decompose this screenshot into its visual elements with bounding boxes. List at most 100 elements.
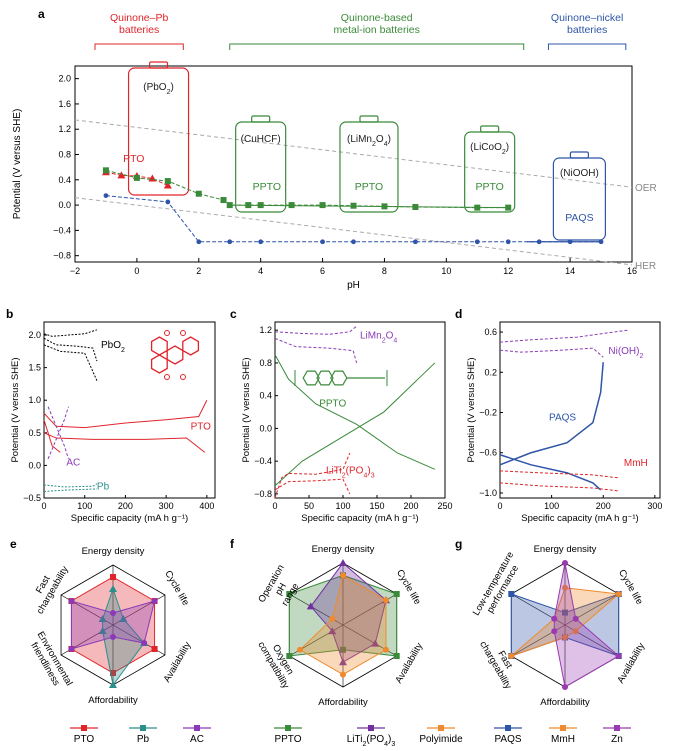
x-axis-label: pH — [347, 280, 360, 291]
axes-frame — [74, 65, 633, 263]
y-tick-label: −0.8 — [254, 489, 272, 499]
y-tick-label: −0.4 — [254, 456, 272, 466]
y-tick-label: −0.6 — [479, 448, 497, 458]
radar-point — [110, 574, 116, 580]
battery-cap — [359, 115, 379, 123]
legend-marker — [194, 725, 200, 731]
x-tick-label: 0 — [272, 501, 277, 511]
x-tick-label: 10 — [441, 266, 451, 276]
radar-axis-label: Availability — [162, 640, 194, 684]
radar-point — [615, 653, 622, 659]
legend-marker — [505, 725, 511, 731]
radar-point — [151, 646, 158, 652]
legend-marker — [140, 725, 146, 731]
radar-point — [572, 628, 579, 635]
x-tick-label: 0 — [134, 266, 139, 276]
curve — [499, 454, 602, 491]
group-bracket — [94, 43, 184, 50]
reference-label: HER — [635, 261, 656, 272]
curve — [499, 470, 619, 479]
curve — [43, 337, 98, 362]
y-tick-label: 1.2 — [259, 325, 272, 335]
x-tick-label: 300 — [647, 501, 662, 511]
data-point — [165, 199, 171, 205]
y-tick-label: 1.6 — [58, 99, 71, 109]
radar-axis-label: Cycle life — [394, 568, 423, 607]
battery-cap — [251, 115, 271, 123]
x-tick-label: 0 — [497, 501, 502, 511]
data-point — [164, 178, 171, 185]
y-tick-label: 1.2 — [58, 124, 71, 134]
y-tick-label: 0.2 — [484, 367, 497, 377]
radar-point — [98, 627, 107, 634]
y-tick-label: 0.4 — [259, 391, 272, 401]
data-point — [505, 239, 511, 245]
x-tick-label: 100 — [77, 501, 92, 511]
y-tick-label: 0.0 — [28, 460, 41, 470]
curve-label: PAQS — [549, 413, 576, 424]
series-label: PPTO — [355, 181, 383, 193]
x-tick-label: 14 — [565, 266, 575, 276]
axes-frame — [274, 321, 446, 499]
panel-c: c 0 50 100 150 200 250 −0.8 −0.4 0.0 0.4 0.8 1.2 Spe… — [230, 307, 453, 524]
radar-point — [562, 684, 568, 690]
x-tick-label: 2 — [196, 266, 201, 276]
battery-label: (PbO2) — [143, 82, 174, 96]
radar-axis-label: Fastchargeability — [25, 559, 71, 616]
radar-point — [382, 597, 389, 604]
y-tick-label: 0.6 — [484, 327, 497, 337]
y-tick-label: 0.4 — [58, 175, 71, 185]
legend-label: PTO — [74, 734, 95, 745]
group-label: Quinone–Pb batteries — [110, 12, 169, 36]
radar-point — [329, 615, 336, 622]
radar-point — [297, 646, 304, 653]
y-tick-label: 1.0 — [28, 395, 41, 405]
legend-marker — [614, 725, 620, 731]
panel-e: e Energy density Cycle life Availability Af… — [10, 537, 211, 745]
axes-frame — [43, 321, 216, 499]
curve — [43, 329, 98, 337]
data-point — [103, 193, 109, 199]
x-tick-label: 6 — [320, 266, 325, 276]
battery-label: (NiOOH) — [560, 168, 599, 179]
radar-point — [572, 615, 579, 622]
battery-pbo2 — [127, 61, 190, 196]
axes-a: −2 0 2 4 6 8 10 12 14 16 −0.8 −0.4 0.0 0.4 0.8 1.2 1.6 2.… — [12, 65, 637, 291]
battery-label: (CuHCF) — [241, 134, 281, 145]
radar-axis-label: Energy density — [534, 544, 597, 555]
curve — [43, 483, 98, 488]
curve — [43, 344, 98, 381]
x-tick-label: 200 — [596, 501, 611, 511]
series-line — [105, 169, 509, 209]
data-point — [319, 202, 326, 209]
radar-point — [68, 598, 75, 604]
legend-label: Polyimide — [419, 734, 463, 745]
radar-axis-label: Energy density — [312, 544, 375, 555]
data-point — [195, 190, 202, 197]
battery-licoo2 — [464, 125, 516, 213]
molecule-ring — [182, 336, 200, 356]
radar-axis-label: Environmentalfriendliness — [25, 630, 74, 694]
battery-cap — [148, 61, 169, 69]
curve — [43, 419, 61, 453]
x-tick-label: 4 — [258, 266, 263, 276]
curve-label: PTO — [191, 422, 212, 433]
legend-label: AC — [190, 734, 204, 745]
panel-a: a Quinone–Pb batteries Quinone-based metal-… — [12, 7, 657, 291]
series-label: PPTO — [475, 181, 503, 193]
x-tick-label: 100 — [335, 501, 350, 511]
series-label: PPTO — [253, 181, 281, 193]
molecule-ring — [150, 354, 168, 374]
panel-label-e: e — [10, 537, 17, 551]
curve — [47, 406, 69, 460]
group-label: Quinone–nickel batteries — [551, 12, 623, 36]
molecule-ring — [316, 370, 334, 386]
panel-label-c: c — [230, 307, 237, 321]
legend-marker — [438, 725, 444, 731]
molecule-ring — [150, 336, 168, 356]
battery-label: (LiCoO2) — [470, 142, 509, 156]
radar-point — [151, 598, 158, 604]
radar-point — [110, 670, 116, 676]
radar-point — [551, 615, 558, 622]
y-tick-label: 2.0 — [58, 74, 71, 84]
